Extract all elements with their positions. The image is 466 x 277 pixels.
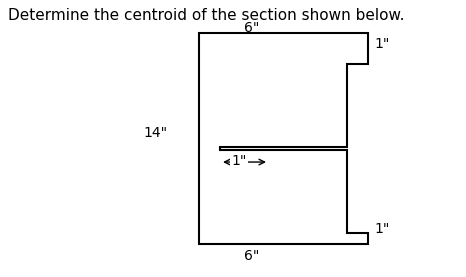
Text: 1": 1" bbox=[232, 154, 247, 168]
Text: 6": 6" bbox=[244, 20, 260, 35]
Text: Determine the centroid of the section shown below.: Determine the centroid of the section sh… bbox=[8, 8, 405, 23]
Text: 1": 1" bbox=[375, 37, 390, 51]
Text: 1": 1" bbox=[375, 222, 390, 235]
Text: 6": 6" bbox=[244, 249, 260, 263]
Text: 14": 14" bbox=[143, 126, 167, 140]
